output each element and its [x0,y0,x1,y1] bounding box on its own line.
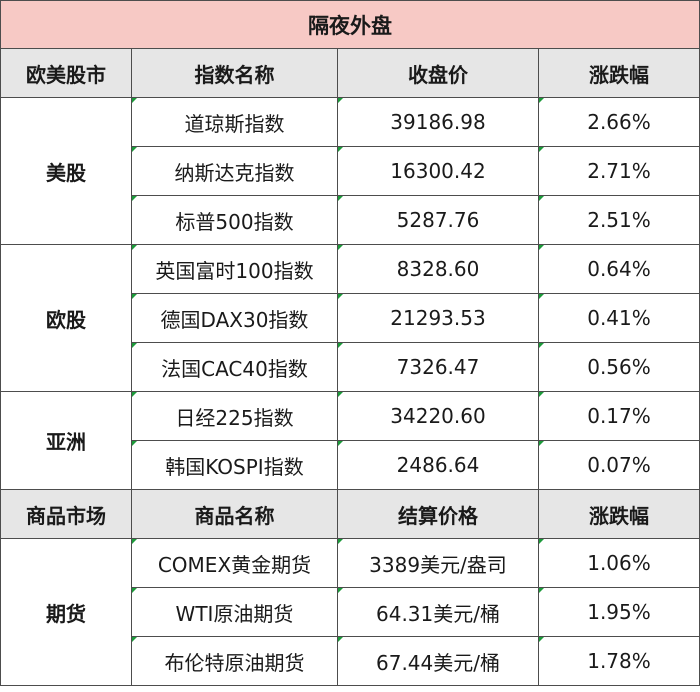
change-column-header: 涨跌幅 [538,48,700,98]
table-row: 法国CAC40指数 7326.47 0.56% [1,342,700,392]
title-row: 隔夜外盘 [0,0,700,49]
instrument-name: 道琼斯指数 [131,97,338,147]
table-row: 标普500指数 5287.76 2.51% [1,195,700,245]
market-column-header: 欧美股市 [0,48,132,98]
change-column-header: 涨跌幅 [538,489,700,539]
instrument-price: 21293.53 [337,293,539,343]
instrument-name: 纳斯达克指数 [131,146,338,196]
instrument-name: 标普500指数 [131,195,338,245]
instrument-price: 2486.64 [337,440,539,490]
price-column-header: 结算价格 [337,489,539,539]
instrument-name: 韩国KOSPI指数 [131,440,338,490]
instrument-price: 67.44美元/桶 [337,636,539,686]
group-label: 美股 [0,97,132,245]
instrument-price: 3389美元/盎司 [337,538,539,588]
table-row: 布伦特原油期货 67.44美元/桶 1.78% [1,636,700,686]
instrument-change: 0.56% [538,342,700,392]
instrument-name: WTI原油期货 [131,587,338,637]
instrument-price: 64.31美元/桶 [337,587,539,637]
instrument-name: COMEX黄金期货 [131,538,338,588]
name-column-header: 指数名称 [131,48,338,98]
table-title: 隔夜外盘 [0,0,700,49]
instrument-change: 0.41% [538,293,700,343]
instrument-name: 英国富时100指数 [131,244,338,294]
price-column-header: 收盘价 [337,48,539,98]
instrument-name: 德国DAX30指数 [131,293,338,343]
instrument-name: 日经225指数 [131,391,338,441]
instrument-change: 2.71% [538,146,700,196]
instrument-change: 1.06% [538,538,700,588]
table-row: 纳斯达克指数 16300.42 2.71% [1,146,700,196]
instrument-change: 0.17% [538,391,700,441]
index-header-row: 欧美股市 指数名称 收盘价 涨跌幅 [0,48,700,98]
group-label: 期货 [0,538,132,686]
table-row: 美股 道琼斯指数 39186.98 2.66% [0,97,700,245]
instrument-change: 1.95% [538,587,700,637]
table-row: 欧股 英国富时100指数 8328.60 0.64% [0,244,700,392]
market-column-header: 商品市场 [0,489,132,539]
instrument-change: 2.51% [538,195,700,245]
instrument-name: 法国CAC40指数 [131,342,338,392]
instrument-price: 8328.60 [337,244,539,294]
instrument-price: 5287.76 [337,195,539,245]
instrument-change: 2.66% [538,97,700,147]
group-label: 欧股 [0,244,132,392]
instrument-change: 1.78% [538,636,700,686]
instrument-price: 7326.47 [337,342,539,392]
instrument-price: 39186.98 [337,97,539,147]
instrument-change: 0.64% [538,244,700,294]
table-row: 亚洲 日经225指数 34220.60 0.17% [0,391,700,490]
instrument-change: 0.07% [538,440,700,490]
group-label: 亚洲 [0,391,132,490]
table-row: 期货 COMEX黄金期货 3389美元/盎司 1.06% [0,538,700,686]
name-column-header: 商品名称 [131,489,338,539]
instrument-price: 16300.42 [337,146,539,196]
table-row: 韩国KOSPI指数 2486.64 0.07% [1,440,700,490]
instrument-price: 34220.60 [337,391,539,441]
instrument-name: 布伦特原油期货 [131,636,338,686]
commodity-header-row: 商品市场 商品名称 结算价格 涨跌幅 [0,489,700,539]
